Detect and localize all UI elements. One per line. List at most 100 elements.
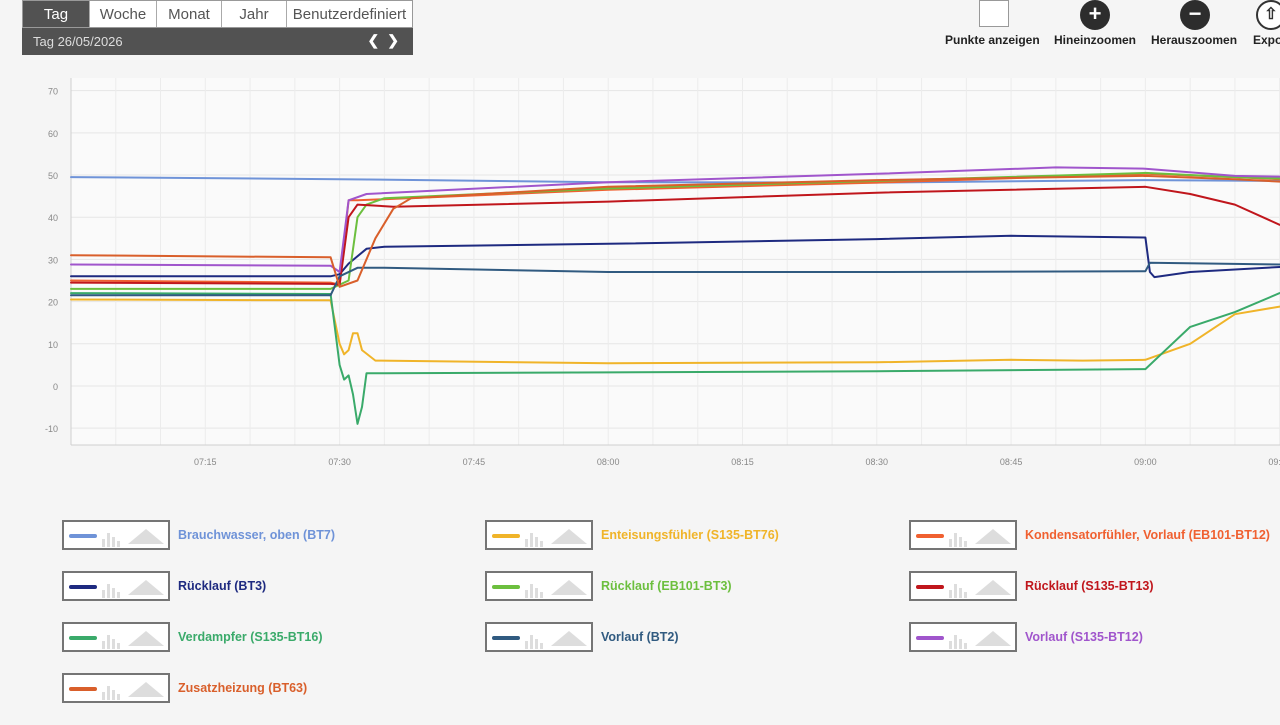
legend-toggle[interactable] bbox=[909, 622, 1017, 652]
period-selector: Tag Woche Monat Jahr Benutzerdefiniert T… bbox=[22, 0, 413, 55]
area-chart-icon bbox=[975, 580, 1011, 595]
x-tick-label: 07:45 bbox=[463, 457, 486, 467]
bar-chart-icon bbox=[102, 529, 122, 547]
x-axis: 07:15 07:30 07:45 08:00 08:15 08:30 08:45 09:00… bbox=[194, 457, 1280, 467]
legend-item[interactable]: Rücklauf (EB101-BT3) bbox=[485, 571, 732, 601]
y-tick-label: 70 bbox=[48, 87, 58, 97]
x-tick-label: 08:45 bbox=[1000, 457, 1023, 467]
legend-swatch bbox=[69, 534, 97, 538]
tab-month[interactable]: Monat bbox=[157, 1, 222, 27]
legend-toggle[interactable] bbox=[485, 571, 593, 601]
legend-item[interactable]: Brauchwasser, oben (BT7) bbox=[62, 520, 335, 550]
series-line-6[interactable] bbox=[70, 289, 1280, 425]
tab-year[interactable]: Jahr bbox=[222, 1, 287, 27]
date-bar: Tag 26/05/2026 ❮ ❯ bbox=[22, 28, 413, 55]
checkbox-icon[interactable] bbox=[979, 0, 1009, 27]
y-tick-label: 0 bbox=[53, 382, 58, 392]
area-chart-icon bbox=[551, 631, 587, 646]
chart-legend: Brauchwasser, oben (BT7) Enteisungsfühler… bbox=[0, 520, 1280, 720]
tab-day[interactable]: Tag bbox=[23, 1, 90, 27]
y-tick-label: 60 bbox=[48, 129, 58, 139]
legend-toggle[interactable] bbox=[62, 520, 170, 550]
legend-label: Kondensatorfühler, Vorlauf (EB101-BT12) bbox=[1025, 528, 1270, 542]
area-chart-icon bbox=[128, 529, 164, 544]
legend-swatch bbox=[916, 636, 944, 640]
legend-label: Rücklauf (BT3) bbox=[178, 579, 267, 593]
bar-chart-icon bbox=[102, 682, 122, 700]
series-line-8[interactable] bbox=[70, 166, 1280, 273]
legend-swatch bbox=[492, 534, 520, 538]
legend-toggle[interactable] bbox=[62, 673, 170, 703]
legend-toggle[interactable] bbox=[909, 571, 1017, 601]
legend-toggle[interactable] bbox=[62, 622, 170, 652]
legend-label: Vorlauf (BT2) bbox=[601, 630, 679, 644]
plot-area bbox=[71, 78, 1280, 445]
area-chart-icon bbox=[128, 631, 164, 646]
zoom-out-label: Herauszoomen bbox=[1151, 33, 1238, 47]
export-label: Expo bbox=[1253, 33, 1280, 47]
legend-item[interactable]: Vorlauf (BT2) bbox=[485, 622, 679, 652]
chevron-left-icon[interactable]: ❮ bbox=[367, 32, 380, 48]
y-tick-label: 30 bbox=[48, 255, 58, 265]
legend-toggle[interactable] bbox=[485, 520, 593, 550]
x-tick-label: 08:30 bbox=[866, 457, 889, 467]
bar-chart-icon bbox=[102, 580, 122, 598]
legend-toggle[interactable] bbox=[485, 622, 593, 652]
legend-item[interactable]: Verdampfer (S135-BT16) bbox=[62, 622, 323, 652]
cloud-upload-icon[interactable]: ⇧ bbox=[1256, 0, 1280, 30]
legend-swatch bbox=[492, 636, 520, 640]
tab-custom[interactable]: Benutzerdefiniert bbox=[292, 5, 407, 23]
legend-swatch bbox=[492, 585, 520, 589]
chart-grid bbox=[70, 78, 1280, 446]
y-tick-label: 40 bbox=[48, 213, 58, 223]
legend-item[interactable]: Kondensatorfühler, Vorlauf (EB101-BT12) bbox=[909, 520, 1270, 550]
y-axis: 70 60 50 40 30 20 10 0 -10 bbox=[45, 87, 58, 434]
legend-swatch bbox=[69, 585, 97, 589]
bar-chart-icon bbox=[949, 529, 969, 547]
date-navigation: ❮ ❯ bbox=[368, 32, 399, 49]
y-tick-label: -10 bbox=[45, 424, 58, 434]
x-tick-label: 07:30 bbox=[328, 457, 351, 467]
show-points-label: Punkte anzeigen bbox=[945, 33, 1040, 47]
series-line-1[interactable] bbox=[70, 298, 1280, 365]
bar-chart-icon bbox=[525, 529, 545, 547]
legend-label: Brauchwasser, oben (BT7) bbox=[178, 528, 335, 542]
series-line-4[interactable] bbox=[70, 171, 1280, 290]
legend-label: Enteisungsfühler (S135-BT76) bbox=[601, 528, 779, 542]
x-tick-label: 08:00 bbox=[597, 457, 620, 467]
bar-chart-icon bbox=[525, 580, 545, 598]
area-chart-icon bbox=[551, 529, 587, 544]
series-line-7[interactable] bbox=[70, 261, 1280, 297]
bar-chart-icon bbox=[949, 580, 969, 598]
area-chart-icon bbox=[128, 682, 164, 697]
legend-toggle[interactable] bbox=[62, 571, 170, 601]
legend-item[interactable]: Zusatzheizung (BT63) bbox=[62, 673, 307, 703]
legend-toggle[interactable] bbox=[909, 520, 1017, 550]
minus-icon[interactable]: − bbox=[1180, 0, 1210, 30]
legend-label: Vorlauf (S135-BT12) bbox=[1025, 630, 1143, 644]
tab-week[interactable]: Woche bbox=[90, 1, 157, 27]
x-tick-label: 07:15 bbox=[194, 457, 217, 467]
legend-item[interactable]: Rücklauf (S135-BT13) bbox=[909, 571, 1154, 601]
series-lines bbox=[70, 166, 1280, 425]
series-line-9[interactable] bbox=[70, 174, 1280, 288]
legend-swatch bbox=[69, 636, 97, 640]
series-line-0[interactable] bbox=[70, 176, 1280, 184]
legend-item[interactable]: Rücklauf (BT3) bbox=[62, 571, 266, 601]
plus-icon[interactable]: + bbox=[1080, 0, 1110, 30]
legend-item[interactable]: Vorlauf (S135-BT12) bbox=[909, 622, 1143, 652]
x-tick-label: 09:00 bbox=[1134, 457, 1157, 467]
zoom-in-label: Hineinzoomen bbox=[1054, 33, 1137, 47]
legend-swatch bbox=[69, 687, 97, 691]
series-line-3[interactable] bbox=[70, 234, 1280, 279]
chevron-right-icon[interactable]: ❯ bbox=[387, 32, 399, 48]
period-tabs: Tag Woche Monat Jahr Benutzerdefiniert bbox=[22, 0, 413, 28]
y-tick-label: 50 bbox=[48, 171, 58, 181]
y-tick-label: 20 bbox=[48, 298, 58, 308]
area-chart-icon bbox=[975, 631, 1011, 646]
legend-swatch bbox=[916, 534, 944, 538]
legend-item[interactable]: Enteisungsfühler (S135-BT76) bbox=[485, 520, 779, 550]
legend-label: Rücklauf (EB101-BT3) bbox=[601, 579, 732, 593]
